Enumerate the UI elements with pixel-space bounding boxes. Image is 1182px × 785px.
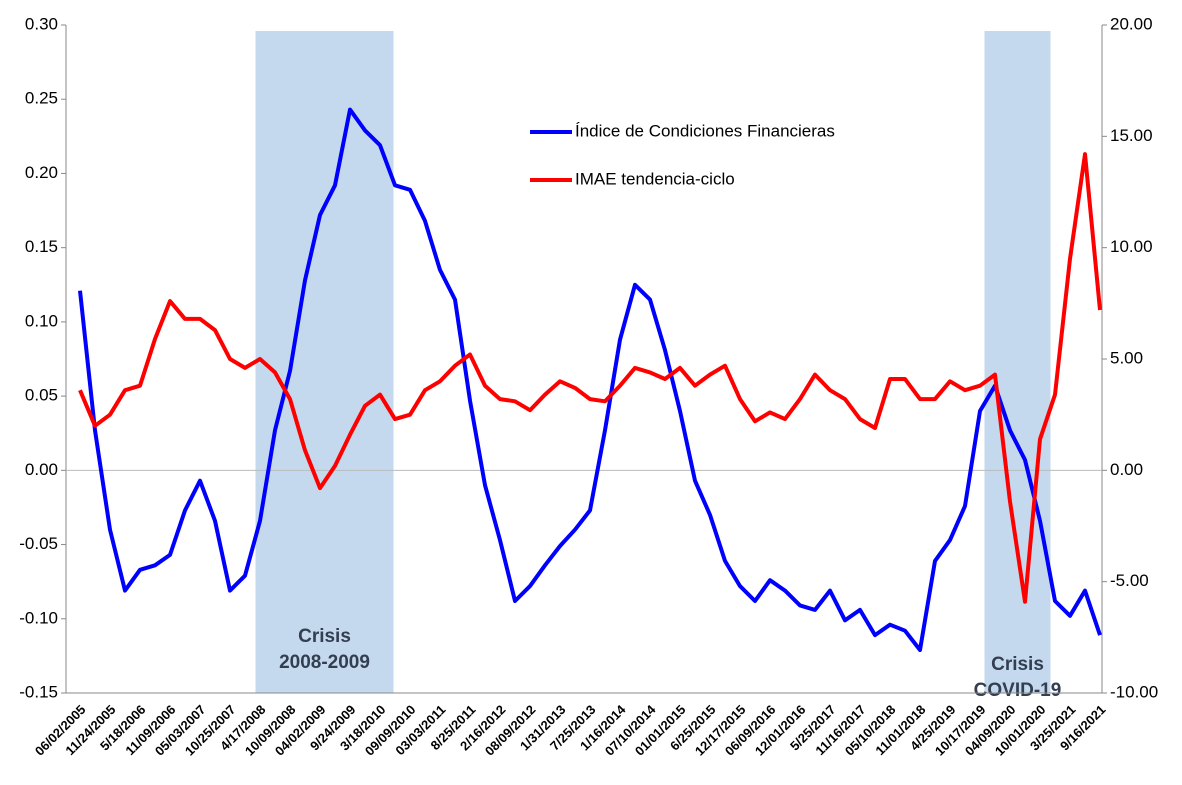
y-tick-label: -0.15	[19, 682, 58, 701]
y2-tick-label: 20.00	[1110, 14, 1153, 33]
y-tick-label: 0.20	[25, 163, 58, 182]
shaded-region	[255, 31, 394, 693]
y-tick-label: 0.05	[25, 386, 58, 405]
legend-label: IMAE tendencia-ciclo	[575, 169, 735, 188]
y-tick-label: 0.10	[25, 311, 58, 330]
series-line	[78, 107, 1102, 652]
y2-tick-label: 10.00	[1110, 237, 1153, 256]
y-tick-label: -0.05	[19, 534, 58, 553]
y2-tick-label: 15.00	[1110, 126, 1153, 145]
y2-tick-label: 0.00	[1110, 460, 1143, 479]
legend-label: Índice de Condiciones Financieras	[575, 121, 835, 140]
y2-tick-label: 5.00	[1110, 348, 1143, 367]
annotation: Crisis	[991, 654, 1044, 675]
y-tick-label: 0.15	[25, 237, 58, 256]
y-tick-label: 0.25	[25, 89, 58, 108]
y-tick-label: 0.00	[25, 460, 58, 479]
annotation: 2008-2009	[279, 652, 370, 673]
series-line	[78, 152, 1102, 604]
y2-tick-label: -5.00	[1110, 571, 1149, 590]
annotation: Crisis	[298, 626, 351, 647]
y-tick-label: -0.10	[19, 608, 58, 627]
y-tick-label: 0.30	[25, 14, 58, 33]
annotation: COVID-19	[974, 680, 1062, 701]
y2-tick-label: -10.00	[1110, 682, 1158, 701]
shaded-region	[984, 31, 1051, 693]
